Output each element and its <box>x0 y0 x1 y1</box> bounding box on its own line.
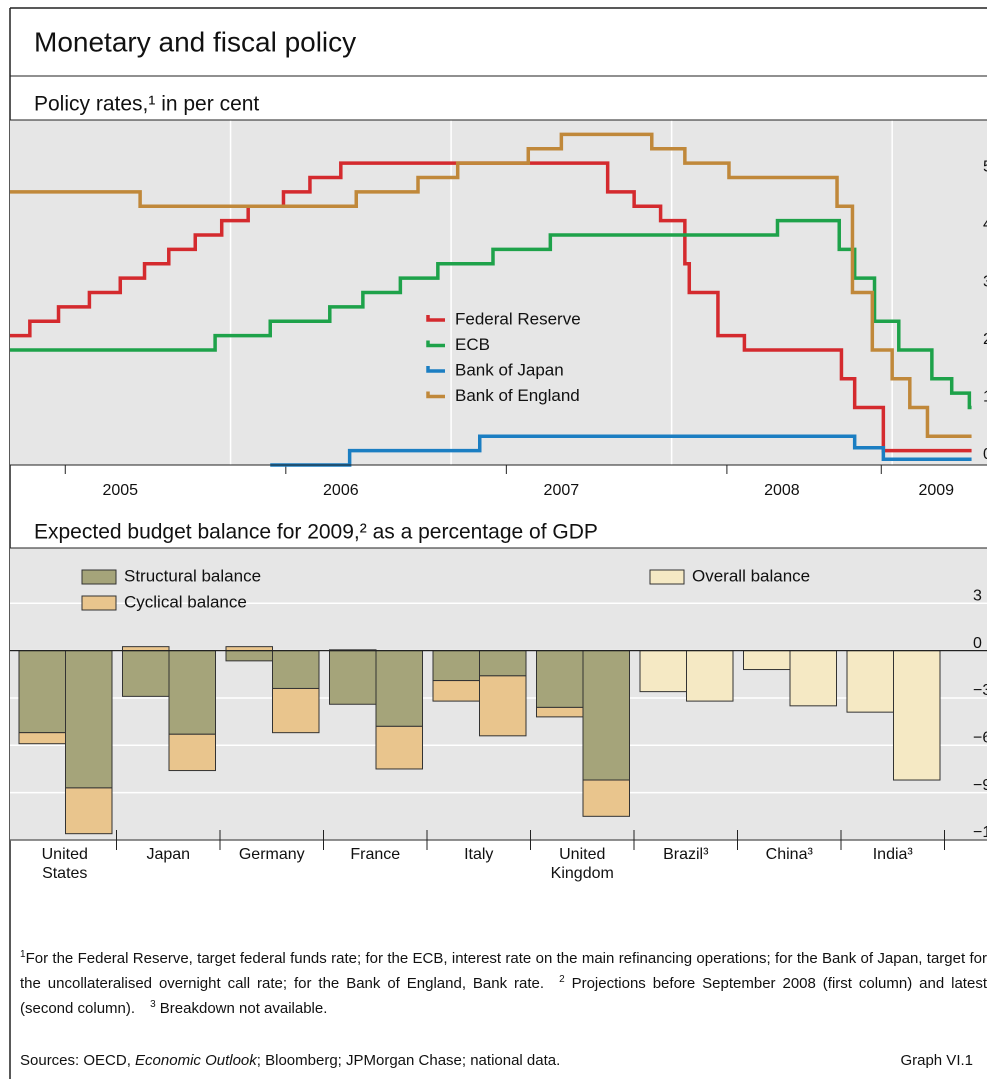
bar <box>893 650 941 781</box>
legend-label: Structural balance <box>124 566 261 585</box>
y-tick-label: −9 <box>973 777 987 794</box>
y-tick-label: 0 <box>983 446 987 463</box>
bar-segment <box>329 650 377 705</box>
footnotes: 1For the Federal Reserve, target federal… <box>20 944 987 1019</box>
legend-label: Overall balance <box>692 566 810 585</box>
bar-segment <box>225 650 273 662</box>
bar-segment <box>582 779 630 817</box>
bar-segment <box>122 650 170 697</box>
x-tick-label: Italy <box>464 846 494 863</box>
x-tick-label: 2009 <box>918 482 954 499</box>
x-tick-label: 2007 <box>544 482 580 499</box>
bar-segment <box>479 675 527 737</box>
footnote: 2 Projections before September 2008 (fir… <box>20 974 987 1017</box>
series-line <box>10 161 972 453</box>
bar <box>789 650 837 707</box>
y-tick-label: 3 <box>973 587 982 604</box>
y-tick-label: −6 <box>973 730 987 747</box>
bar-segment <box>375 650 423 727</box>
bar-segment <box>582 650 630 781</box>
bar <box>846 650 894 713</box>
bar-segment <box>479 650 527 677</box>
legend-swatch <box>426 391 445 399</box>
series-line <box>270 434 972 467</box>
legend-label: Bank of England <box>455 386 580 405</box>
y-tick-label: 4 <box>983 216 987 233</box>
bar-segment <box>18 650 66 734</box>
plot-area <box>10 120 987 465</box>
legend-label: Cyclical balance <box>124 592 247 611</box>
legend-swatch <box>81 569 117 585</box>
bar-segment <box>536 650 584 708</box>
bar-segment <box>375 725 423 770</box>
bar <box>639 650 687 693</box>
legend-label: Bank of Japan <box>455 360 564 379</box>
bar-segment <box>65 787 113 835</box>
bar-segment <box>432 680 480 702</box>
footnote-text: For the Federal Reserve, target federal … <box>20 950 987 992</box>
y-tick-label: 5 <box>983 159 987 176</box>
x-tick-label: Brazil³ <box>663 846 709 863</box>
legend-swatch <box>81 595 117 611</box>
y-tick-label: 2 <box>983 331 987 348</box>
sources-rest: ; Bloomberg; JPMorgan Chase; national da… <box>256 1052 561 1069</box>
y-tick-label: −3 <box>973 682 987 699</box>
x-tick-label: India³ <box>872 846 913 863</box>
footnote-text: Breakdown not available. <box>159 1000 328 1017</box>
series-line <box>10 218 972 410</box>
sources: Sources: OECD, Economic Outlook; Bloombe… <box>20 1052 973 1069</box>
bar-segment <box>168 650 216 735</box>
sources-publication: Economic Outlook <box>135 1052 257 1069</box>
x-tick-label: Germany <box>238 846 305 863</box>
chart-subtitle: Policy rates,¹ in per cent <box>34 93 259 116</box>
x-tick-label: France <box>350 846 401 863</box>
bar-segment <box>18 732 66 745</box>
x-tick-label: United Kingdom <box>550 846 614 882</box>
bar-segment <box>272 650 320 689</box>
bar-segment <box>536 706 584 718</box>
bar-segment <box>168 733 216 772</box>
chart-subtitle: Expected budget balance for 2009,² as a … <box>34 521 598 544</box>
legend-label: ECB <box>455 335 490 354</box>
bar <box>686 650 734 702</box>
footnote-marker: 1 <box>20 949 26 960</box>
legend-swatch <box>426 340 445 348</box>
legend-label: Federal Reserve <box>455 309 581 328</box>
x-tick-label: 2006 <box>323 482 359 499</box>
bar-segment <box>432 650 480 682</box>
y-tick-label: −12 <box>973 824 987 841</box>
x-tick-label: United States <box>41 846 88 882</box>
bar-segment <box>65 650 113 789</box>
footnote-text: Projections before September 2008 (first… <box>20 975 987 1017</box>
footnote-marker: 2 <box>559 974 565 985</box>
x-tick-label: 2008 <box>764 482 800 499</box>
page-title: Monetary and fiscal policy <box>34 26 356 57</box>
footnote: 3 Breakdown not available. <box>135 999 328 1017</box>
series-line <box>10 132 972 438</box>
bar <box>743 650 791 671</box>
sources-lead: Sources: OECD, <box>20 1052 136 1069</box>
x-tick-label: China³ <box>765 846 813 863</box>
legend-swatch <box>426 315 445 322</box>
x-tick-label: Japan <box>146 846 191 863</box>
y-tick-label: 0 <box>973 635 982 652</box>
footnote: 1For the Federal Reserve, target federal… <box>20 949 987 992</box>
footnote-marker: 3 <box>150 999 156 1010</box>
y-tick-label: 1 <box>983 389 987 406</box>
x-tick-label: 2005 <box>102 482 138 499</box>
bar-segment <box>272 687 320 734</box>
legend-swatch <box>426 366 445 373</box>
legend-swatch <box>649 569 685 585</box>
graph-id: Graph VI.1 <box>900 1052 973 1069</box>
y-tick-label: 3 <box>983 274 987 291</box>
